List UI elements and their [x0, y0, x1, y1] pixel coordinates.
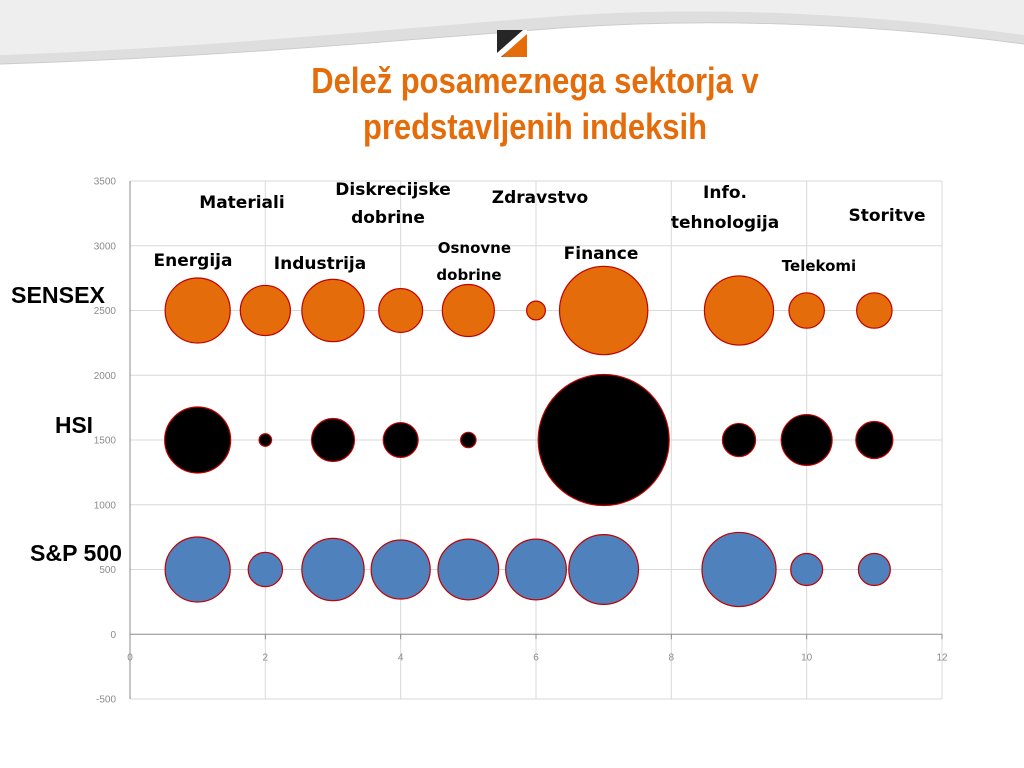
x-tick-label: 0 — [127, 652, 133, 663]
category-label-line-1: Osnovne — [438, 239, 511, 257]
category-label-zdravstvo: Zdravstvo — [492, 188, 588, 208]
category-label-line-1: Diskrecijske — [335, 180, 451, 200]
series-labels: SENSEX HSI S&P 500 — [11, 282, 122, 566]
company-logo — [497, 30, 527, 57]
bubble-sensex — [378, 287, 424, 334]
y-tick-label: 3000 — [94, 241, 117, 252]
series-label-hsi: HSI — [55, 412, 93, 438]
bubble-sp500 — [164, 536, 231, 603]
y-tick-label: 0 — [110, 630, 116, 641]
bubble-hsi — [460, 431, 477, 449]
y-tick-label: 2000 — [94, 371, 117, 382]
x-tick-label: 6 — [533, 652, 539, 663]
bubble-hsi — [164, 406, 232, 474]
bubble-sensex — [164, 277, 231, 344]
bubble-sensex — [301, 278, 365, 343]
x-tick-label: 12 — [936, 652, 948, 663]
category-label-line-2: dobrine — [351, 208, 425, 228]
bubble-hsi — [780, 413, 833, 467]
series-label-sensex: SENSEX — [11, 282, 106, 308]
bubble-hsi — [537, 373, 670, 507]
category-label-info-tehnologija: Info. tehnologija — [671, 183, 779, 233]
bubble-hsi — [310, 417, 356, 463]
series-label-sp500: S&P 500 — [30, 540, 122, 566]
background-swoosh — [0, 0, 1024, 65]
bubble-sp500 — [790, 552, 824, 587]
bubble-hsi — [382, 421, 419, 459]
bubble-sp500 — [247, 551, 284, 588]
y-tick-label: 3500 — [94, 177, 117, 188]
x-tick-label: 4 — [398, 652, 404, 663]
bubble-sensex — [788, 292, 825, 329]
category-label-finance: Finance — [564, 244, 639, 264]
y-tick-label: 500 — [99, 565, 116, 576]
bubble-sp500 — [301, 537, 365, 602]
category-labels: Energija Materiali Industrija Diskrecijs… — [154, 180, 926, 284]
bubble-hsi — [258, 433, 273, 447]
bubble-sensex — [441, 283, 495, 338]
bubble-sp500 — [437, 538, 500, 601]
category-label-storitve: Storitve — [849, 206, 926, 226]
y-tick-label: 1000 — [94, 500, 117, 511]
y-tick-label: 1500 — [94, 436, 117, 447]
bubble-hsi — [855, 420, 894, 460]
category-label-line-2: tehnologija — [671, 213, 779, 233]
x-tick-label: 10 — [801, 652, 813, 663]
chart-bubbles — [164, 265, 894, 608]
bubble-sp500 — [370, 539, 431, 600]
chart-axes — [129, 181, 943, 699]
bubble-sensex — [526, 300, 546, 321]
category-label-industrija: Industrija — [274, 254, 366, 274]
bubble-sensex — [239, 284, 291, 337]
y-tick-label: -500 — [96, 695, 116, 706]
bubble-sp500 — [701, 531, 777, 608]
category-label-line-2: dobrine — [436, 266, 501, 284]
y-tick-label: 2500 — [94, 306, 117, 317]
x-tick-label: 2 — [263, 652, 269, 663]
bubble-sensex — [703, 275, 775, 346]
category-label-materiali: Materiali — [199, 193, 284, 213]
category-label-energija: Energija — [154, 251, 233, 271]
category-label-line-1: Info. — [703, 183, 747, 203]
bubble-sp500 — [568, 534, 640, 605]
bubble-sensex — [856, 292, 893, 329]
category-label-osnovne-dobrine: Osnovne dobrine — [436, 239, 516, 284]
x-tick-label: 8 — [669, 652, 675, 663]
bubble-sp500 — [505, 538, 567, 601]
slide-title: Delež posameznega sektorja v predstavlje… — [311, 60, 759, 147]
category-label-telekomi: Telekomi — [782, 257, 856, 275]
bubble-hsi — [721, 422, 757, 458]
bubble-sp500 — [857, 552, 891, 587]
bubble-sensex — [558, 265, 649, 356]
category-label-diskrecijske-dobrine: Diskrecijske dobrine — [335, 180, 456, 228]
chart-tick-labels: -500 0 500 1000 1500 2000 2500 3000 3500 0 2 4 6 8 10 1… — [94, 177, 948, 706]
